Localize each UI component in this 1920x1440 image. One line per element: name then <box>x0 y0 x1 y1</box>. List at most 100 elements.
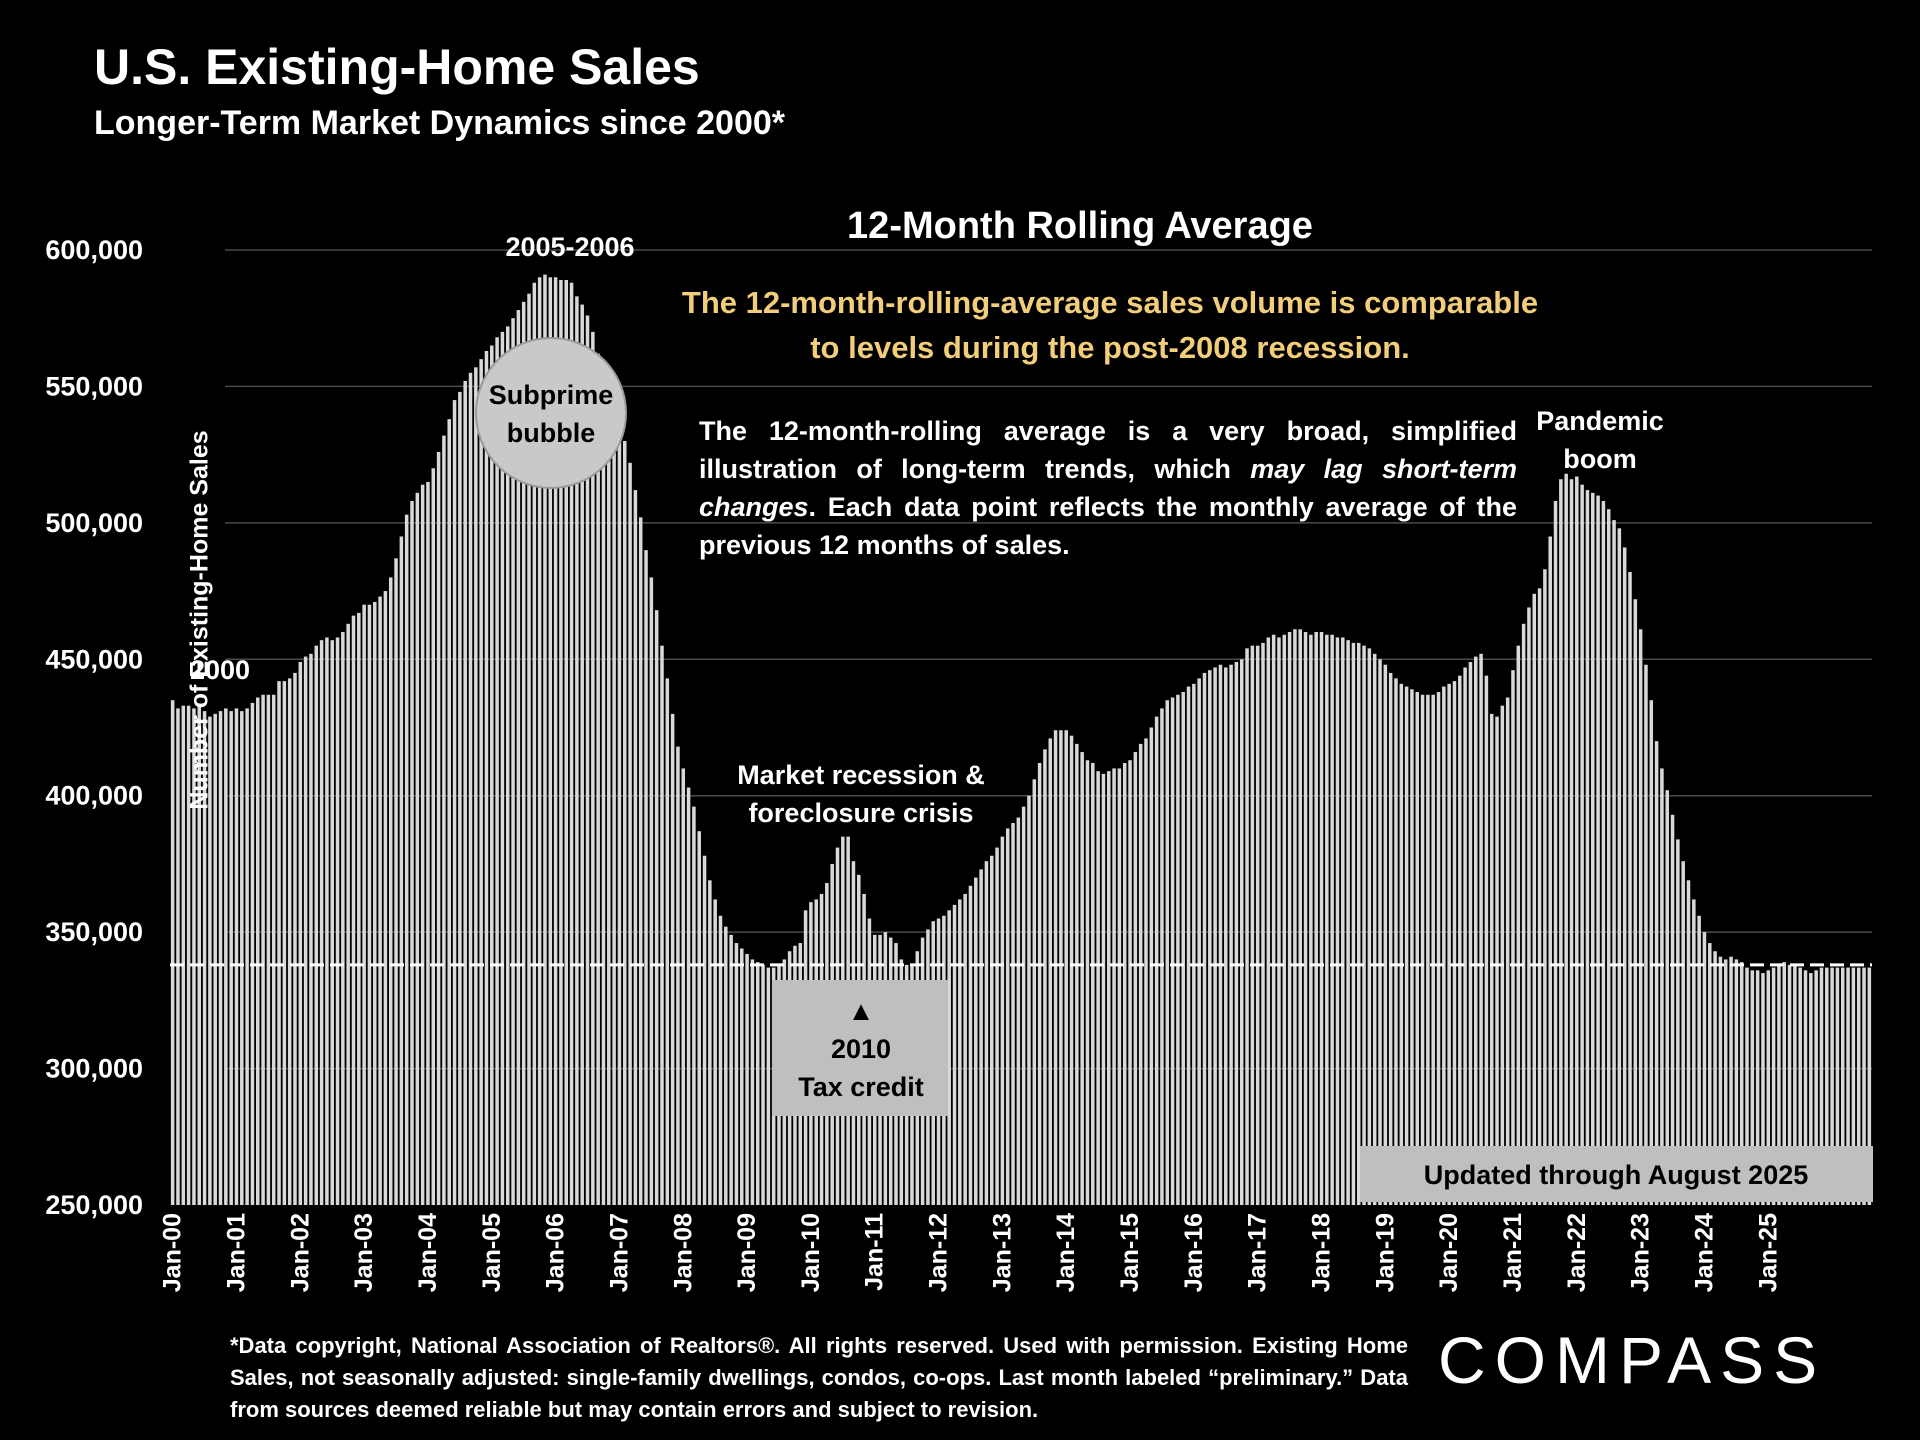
bar <box>186 705 191 1205</box>
bar <box>623 441 627 1205</box>
pandemic-label-line2: boom <box>1563 444 1637 474</box>
bar <box>1479 653 1483 1205</box>
bar <box>1367 648 1372 1205</box>
bar <box>1436 692 1441 1205</box>
bar <box>1591 492 1595 1206</box>
bar <box>1181 692 1185 1205</box>
bar <box>1165 700 1170 1205</box>
bar <box>1053 730 1058 1205</box>
bar <box>1075 743 1079 1205</box>
bar <box>1064 730 1068 1205</box>
bar <box>1585 490 1590 1205</box>
tax-credit-year: 2010 <box>831 1034 891 1064</box>
x-tick-label: Jan-23 <box>1627 1213 1655 1292</box>
compass-logo: COMPASS <box>1438 1323 1827 1397</box>
x-tick-label: Jan-02 <box>286 1213 314 1292</box>
bar <box>1037 762 1042 1205</box>
bar <box>1059 730 1063 1205</box>
bar <box>500 331 505 1205</box>
bar <box>702 855 707 1205</box>
bar <box>1160 708 1164 1205</box>
bar <box>952 904 957 1205</box>
bar <box>282 681 287 1205</box>
bar <box>979 869 983 1205</box>
bar <box>1415 692 1419 1205</box>
bar <box>463 380 467 1206</box>
bar <box>181 705 186 1205</box>
bars-group <box>170 274 1872 1206</box>
bar <box>575 296 579 1205</box>
bar <box>325 637 329 1205</box>
start-year-label: 2000 <box>190 655 250 685</box>
x-tick-label: Jan-12 <box>925 1213 953 1292</box>
bar <box>569 282 574 1205</box>
bar <box>213 713 217 1205</box>
bar <box>676 746 680 1205</box>
bar <box>1665 790 1669 1205</box>
bar <box>346 623 350 1205</box>
bar <box>1745 967 1749 1205</box>
bar <box>250 702 255 1205</box>
bar <box>1101 773 1106 1205</box>
x-tick-label: Jan-20 <box>1435 1213 1463 1292</box>
bar <box>1107 771 1111 1205</box>
bar <box>1819 967 1824 1205</box>
bar <box>1553 501 1558 1205</box>
headline-note: The 12-month-rolling-average sales volum… <box>681 285 1539 365</box>
bar <box>1303 632 1308 1205</box>
bar <box>553 277 558 1205</box>
bar <box>521 301 526 1206</box>
bar <box>1186 686 1191 1205</box>
bar <box>1224 667 1228 1205</box>
bar <box>1346 640 1350 1205</box>
bar <box>1282 634 1287 1205</box>
bar <box>436 451 441 1205</box>
bar <box>1341 637 1345 1205</box>
bar <box>1734 959 1739 1205</box>
bar <box>484 350 489 1206</box>
bar <box>724 926 728 1205</box>
bar <box>963 893 967 1205</box>
bar <box>1005 828 1010 1205</box>
bar <box>1692 899 1696 1205</box>
bar <box>1011 823 1015 1205</box>
bar <box>1729 956 1733 1205</box>
bar <box>1372 653 1377 1205</box>
bar <box>426 481 430 1205</box>
bar <box>1840 967 1845 1205</box>
chart-title: 12-Month Rolling Average <box>847 205 1313 247</box>
tax-credit-box <box>772 980 948 1116</box>
bar <box>271 694 276 1205</box>
bar <box>1048 738 1053 1205</box>
x-tick-label: Jan-00 <box>159 1213 187 1292</box>
bar <box>633 490 638 1205</box>
bar <box>415 492 420 1206</box>
bar <box>394 558 398 1205</box>
bar <box>1862 967 1866 1205</box>
bar <box>564 280 568 1205</box>
bar <box>388 577 393 1205</box>
bar <box>309 653 313 1205</box>
bar <box>197 705 202 1205</box>
bar <box>1723 959 1728 1205</box>
bar <box>1245 648 1249 1205</box>
bar <box>649 577 654 1205</box>
bar <box>1394 678 1398 1205</box>
bar <box>1628 571 1632 1205</box>
bar <box>1505 697 1510 1205</box>
x-tick-label: Jan-14 <box>1052 1213 1080 1292</box>
x-tick-label: Jan-04 <box>414 1213 442 1292</box>
bar <box>1474 656 1478 1205</box>
bar <box>351 615 356 1205</box>
bar <box>1612 520 1616 1205</box>
bar <box>330 640 334 1205</box>
bar <box>468 372 473 1205</box>
bar <box>1548 536 1552 1205</box>
bar <box>1686 880 1691 1205</box>
bar <box>1867 967 1872 1205</box>
bar <box>1293 629 1297 1205</box>
bar <box>452 400 457 1205</box>
x-tick-label: Jan-03 <box>350 1213 378 1292</box>
bar <box>176 708 180 1205</box>
bar <box>1154 716 1159 1205</box>
